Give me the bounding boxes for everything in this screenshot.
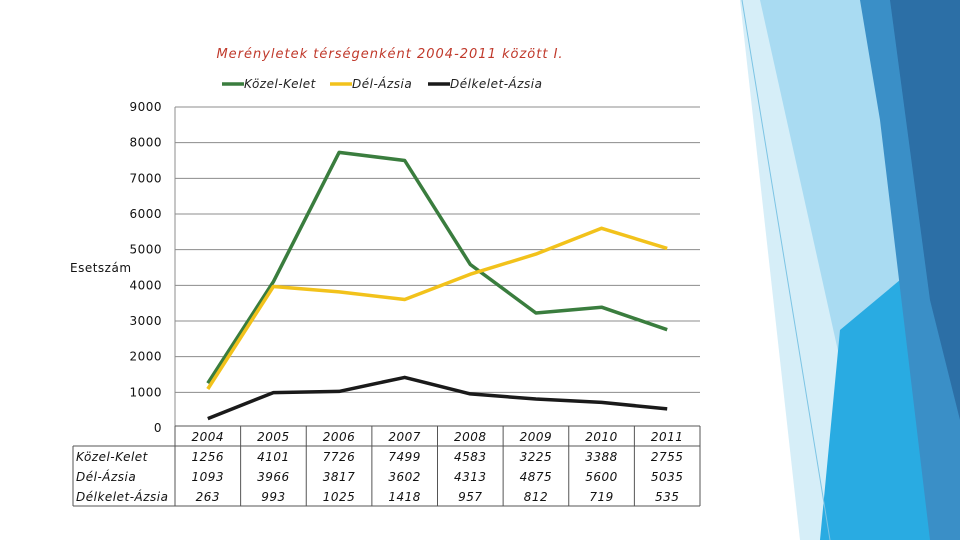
table-cell: 5035	[651, 470, 684, 484]
table-cell: 3388	[585, 450, 618, 464]
table-cell: 7726	[323, 450, 356, 464]
y-tick-label: 9000	[129, 100, 162, 114]
table-cell: 1093	[192, 470, 225, 484]
y-tick-label: 6000	[129, 207, 162, 221]
table-row-label: Dél-Ázsia	[76, 469, 136, 484]
table-cell: 993	[261, 490, 285, 504]
table-cell: 5600	[585, 470, 618, 484]
table-cell: 263	[196, 490, 220, 504]
deco-line	[741, 0, 831, 540]
x-tick-label: 2008	[454, 430, 487, 444]
series-line-2	[207, 375, 668, 421]
table-cell: 2755	[651, 450, 684, 464]
x-tick-label: 2005	[257, 430, 290, 444]
table-cell: 812	[524, 490, 548, 504]
table-cell: 4583	[454, 450, 487, 464]
y-tick-label: 0	[154, 421, 162, 435]
table-cell: 7499	[388, 450, 421, 464]
table-cell: 3602	[388, 470, 421, 484]
x-tick-label: 2004	[192, 430, 225, 444]
y-tick-label: 8000	[129, 136, 162, 150]
table-cell: 1256	[192, 450, 225, 464]
y-tick-label: 2000	[129, 350, 162, 364]
y-tick-label: 3000	[129, 314, 162, 328]
deco-band-dark	[890, 0, 960, 420]
data-table: 2004 2005 2006 2007 2008 2009 2010 2011 Közel-Ke…	[72, 425, 701, 507]
table-cell: 1418	[388, 490, 421, 504]
y-tick-label: 7000	[129, 171, 162, 185]
table-cell: 4313	[454, 470, 487, 484]
x-tick-label: 2011	[651, 430, 684, 444]
y-tick-labels: 0 1000 2000 3000 4000 5000 6000 7000 8000 9000	[129, 100, 162, 435]
legend-label: Délkelet-Ázsia	[450, 76, 543, 91]
table-cell: 4875	[520, 470, 553, 484]
legend-label: Közel-Kelet	[244, 77, 317, 91]
legend-label: Dél-Ázsia	[352, 76, 412, 91]
y-tick-label: 1000	[129, 385, 162, 399]
table-cell: 957	[458, 490, 482, 504]
table-cell: 535	[655, 490, 679, 504]
table-cell: 1025	[323, 490, 356, 504]
legend: Közel-Kelet Dél-Ázsia Délkelet-Ázsia	[222, 76, 543, 91]
y-tick-label: 4000	[129, 278, 162, 292]
table-cell: 719	[589, 490, 613, 504]
table-cell: 3966	[257, 470, 290, 484]
table-row-label: Közel-Kelet	[76, 450, 149, 464]
x-tick-label: 2007	[388, 430, 421, 444]
x-tick-label: 2009	[520, 430, 553, 444]
chart-title: Merényletek térségenként 2004-2011 közöt…	[216, 47, 563, 62]
x-tick-label: 2010	[585, 430, 618, 444]
y-tick-label: 5000	[129, 243, 162, 257]
table-row-label: Délkelet-Ázsia	[76, 489, 169, 504]
series-line-1	[206, 226, 668, 390]
series-lines	[206, 150, 668, 421]
table-cell: 3225	[520, 450, 553, 464]
y-axis-label: Esetszám	[70, 261, 132, 275]
series-line-0	[206, 150, 668, 385]
grid-lines	[174, 106, 700, 428]
table-cell: 4101	[257, 450, 290, 464]
table-cell: 3817	[323, 470, 356, 484]
x-tick-label: 2006	[323, 430, 356, 444]
